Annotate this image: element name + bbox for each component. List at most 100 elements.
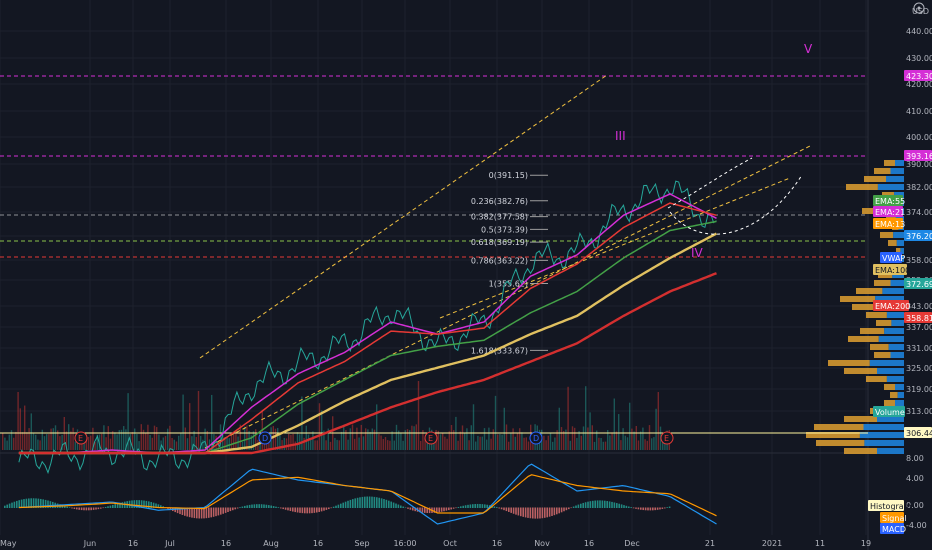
macd-histogram-bar (486, 504, 488, 508)
price-tick: 374.00 (906, 208, 932, 217)
volume-bar (464, 432, 466, 450)
price-tag-label: 393.16 (906, 152, 932, 161)
macd-histogram-bar (42, 499, 44, 508)
volume-bar (662, 439, 664, 450)
macd-histogram-bar (208, 507, 210, 518)
macd-histogram-bar (193, 507, 196, 519)
vp-bar-up (860, 328, 885, 334)
price-tag: 423.30 (904, 70, 932, 81)
volume-bar (303, 437, 305, 450)
event-marker-e1-label: E (78, 434, 83, 443)
vp-bar-up (844, 368, 877, 374)
vp-bar-down (888, 344, 904, 350)
volume-bar (134, 428, 136, 450)
volume-bar (46, 434, 48, 450)
macd-histogram-bar (277, 507, 280, 508)
volume-bar (400, 432, 402, 450)
vp-bar-up (874, 352, 891, 358)
vp-bar-down (890, 168, 904, 174)
macd-histogram-bar (618, 503, 620, 508)
macd-histogram-bar (289, 507, 292, 511)
volume-bar (215, 435, 217, 450)
macd-histogram-bar (104, 506, 107, 508)
macd-histogram-bar (323, 507, 325, 511)
price-tick: 390.00 (906, 160, 932, 169)
volume-bar (329, 441, 332, 450)
volume-bar (48, 434, 50, 450)
volume-bar (246, 425, 248, 450)
macd-histogram-bar (220, 507, 222, 515)
volume-bar (94, 441, 96, 450)
volume-bar (167, 428, 169, 450)
volume-bar (510, 433, 512, 450)
time-axis[interactable]: May Jun 16 Jul 16 Aug 16 Sep 16:00 Oct 16 Nov 16 Dec 2… (0, 539, 871, 548)
macd-histogram-bar (35, 498, 37, 508)
volume-bar (420, 440, 422, 450)
event-marker-e3[interactable]: E (660, 431, 674, 445)
settings-icon[interactable] (913, 2, 925, 14)
macd-histogram-bar (397, 504, 400, 508)
macd-histogram-bar (143, 500, 145, 508)
fib-label: 1(355.62) (489, 280, 528, 289)
price-tag: EMA:13 (873, 218, 905, 229)
volume-bar (4, 437, 6, 450)
macd-histogram-bar (203, 507, 205, 519)
volume-bar (448, 431, 450, 450)
event-marker-d2[interactable]: D (529, 431, 543, 445)
event-marker-e1[interactable]: E (74, 431, 88, 445)
macd-histogram-bar (148, 501, 150, 508)
volume-bar (576, 437, 578, 450)
volume-bar (142, 429, 145, 450)
vp-bar-up (874, 168, 891, 174)
volume-bar (384, 437, 387, 450)
vp-bar-down (893, 232, 904, 238)
macd-histogram-bar (625, 505, 628, 508)
price-tag: VWAP (880, 252, 905, 263)
volume-bar (527, 441, 530, 450)
macd-histogram-bar (234, 507, 236, 510)
price-tag-label: 376.20 (906, 232, 932, 241)
volume-bar (635, 425, 637, 450)
macd-histogram-bar (251, 504, 253, 508)
macd-histogram-bar (647, 507, 649, 511)
macd-histogram-bar (116, 503, 119, 508)
volume-bar (68, 424, 70, 450)
macd-histogram-bar (330, 507, 332, 509)
volume-bar (255, 429, 257, 450)
macd-histogram-bar (340, 503, 342, 508)
macd-histogram-bar (558, 507, 560, 514)
vp-bar-up (876, 320, 892, 326)
volume-bar (274, 428, 277, 450)
volume-bar (250, 435, 252, 450)
macd-histogram-bar (356, 497, 359, 508)
macd-histogram-bar (263, 504, 265, 508)
macd-histogram-bar (652, 507, 654, 511)
macd-histogram-bar (196, 507, 198, 519)
macd-tick: -4.00 (906, 521, 927, 530)
vp-bar-down (890, 352, 904, 358)
volume-bar (17, 392, 19, 450)
vp-bar-down (886, 176, 904, 182)
price-tag: EMA:21 (873, 206, 905, 217)
volume-bar (512, 428, 514, 450)
volume-bar (224, 439, 226, 450)
volume-bar (24, 405, 26, 450)
macd-histogram-bar (83, 507, 85, 511)
price-tag-label: 372.69 (906, 280, 932, 289)
volume-bar (281, 440, 283, 450)
macd-histogram-bar (560, 507, 563, 513)
event-marker-e3-label: E (664, 434, 669, 443)
vp-bar-up (880, 232, 894, 238)
event-marker-e2[interactable]: E (424, 431, 438, 445)
event-marker-d1[interactable]: D (258, 431, 272, 445)
macd-histogram-bar (654, 507, 656, 511)
volume-bar (516, 433, 519, 450)
macd-histogram-bar (342, 502, 344, 508)
volume-bar (74, 441, 76, 450)
volume-bar (637, 440, 640, 450)
volume-bar (492, 429, 494, 450)
time-tick: Jun (83, 539, 97, 548)
macd-histogram-bar (212, 507, 215, 517)
macd-histogram-bar (582, 502, 584, 508)
